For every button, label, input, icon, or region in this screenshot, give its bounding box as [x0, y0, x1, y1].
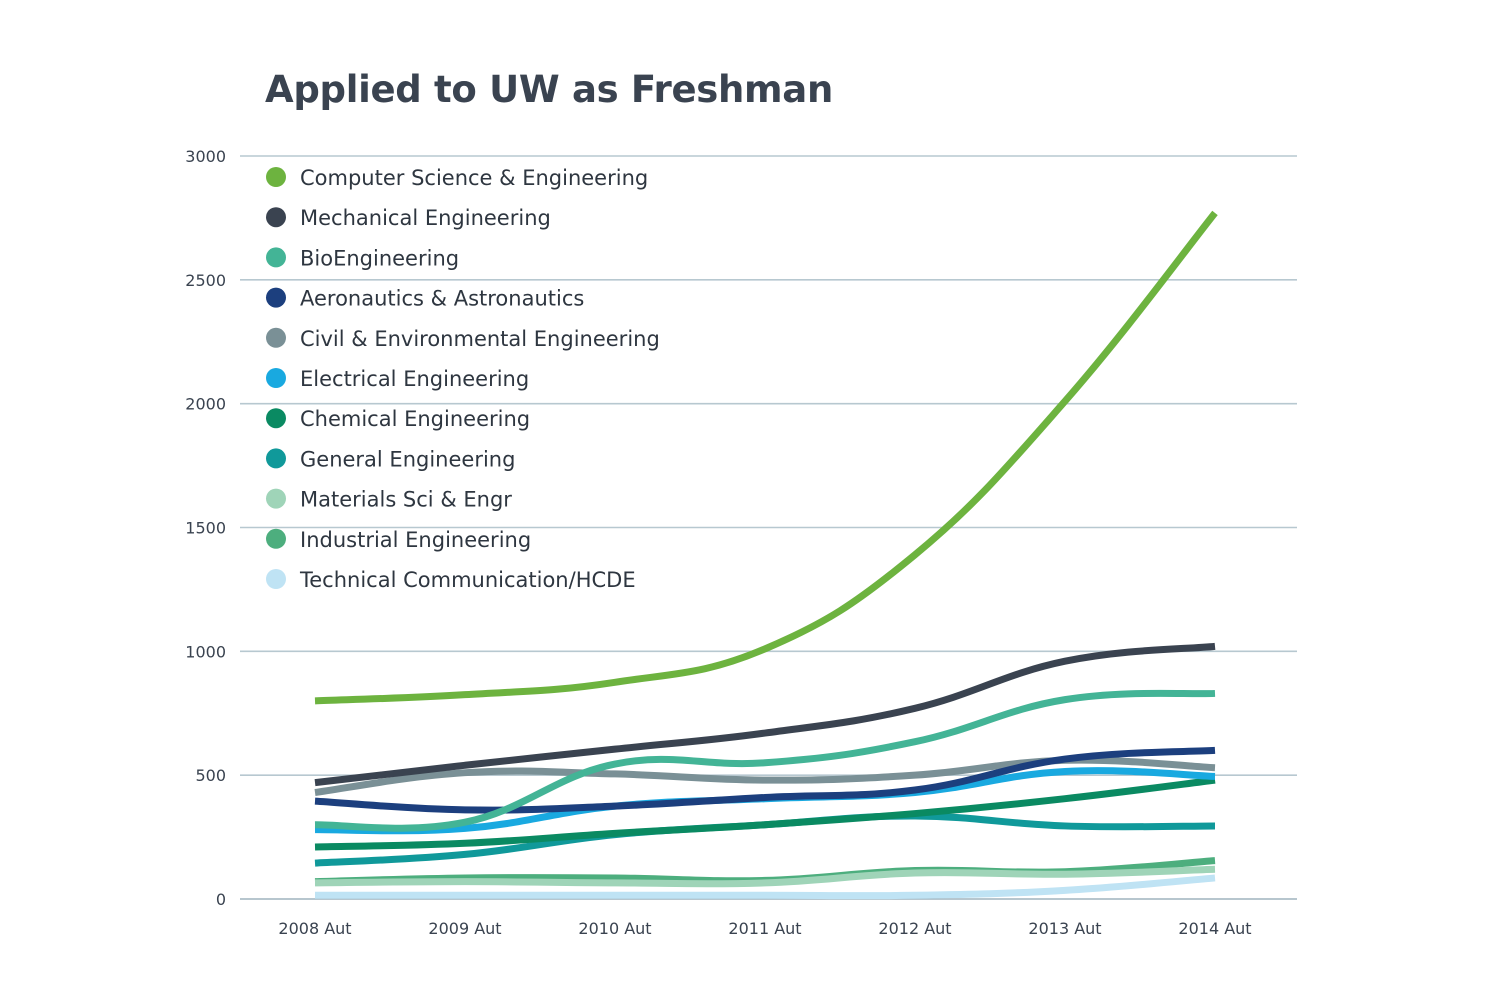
- legend-marker-chemical-engineering: [266, 408, 286, 429]
- legend-label-aeronautics-astronautics: Aeronautics & Astronautics: [300, 287, 584, 311]
- y-tick-label: 2000: [185, 395, 226, 414]
- series-lines: [314, 210, 1218, 900]
- series-line-chemical-engineering: [314, 776, 1216, 851]
- y-tick-label: 0: [216, 890, 226, 909]
- x-tick-label: 2011 Aut: [728, 919, 801, 938]
- y-tick-label: 3000: [185, 147, 226, 166]
- x-tick-label: 2013 Aut: [1028, 919, 1101, 938]
- x-tick-label: 2014 Aut: [1178, 919, 1251, 938]
- series-line-technical-communication-hcde: [314, 874, 1216, 900]
- legend-label-electrical-engineering: Electrical Engineering: [300, 367, 529, 391]
- legend-marker-civil-environmental-engineering: [266, 327, 286, 348]
- legend-label-mechanical-engineering: Mechanical Engineering: [300, 206, 551, 230]
- legend-label-chemical-engineering: Chemical Engineering: [300, 407, 530, 431]
- legend-label-bioengineering: BioEngineering: [300, 246, 459, 270]
- y-tick-label: 500: [195, 766, 226, 785]
- series-line-aeronautics-astronautics: [314, 746, 1216, 814]
- legend-label-materials-sci-engr: Materials Sci & Engr: [300, 488, 512, 512]
- legend-marker-industrial-engineering: [266, 528, 286, 549]
- legend-label-technical-communication-hcde: Technical Communication/HCDE: [299, 568, 636, 592]
- legend-label-general-engineering: General Engineering: [300, 447, 515, 471]
- legend-marker-aeronautics-astronautics: [266, 287, 286, 308]
- legend-marker-bioengineering: [266, 247, 286, 268]
- legend-label-industrial-engineering: Industrial Engineering: [300, 528, 531, 552]
- legend-marker-computer-science-engineering: [266, 167, 286, 187]
- y-tick-label: 2500: [185, 271, 226, 290]
- legend-label-civil-environmental-engineering: Civil & Environmental Engineering: [300, 327, 660, 351]
- x-tick-label: 2010 Aut: [578, 919, 651, 938]
- y-tick-label: 1000: [185, 642, 226, 661]
- legend-marker-general-engineering: [266, 448, 286, 469]
- legend-label-computer-science-engineering: Computer Science & Engineering: [300, 166, 648, 190]
- x-axis: 2008 Aut 2009 Aut 2010 Aut 2011 Aut 2012 Aut…: [278, 919, 1251, 938]
- series-line-bioengineering: [314, 689, 1216, 832]
- legend-marker-electrical-engineering: [266, 368, 286, 388]
- x-tick-label: 2008 Aut: [278, 919, 351, 938]
- chart-title: Applied to UW as Freshman: [265, 68, 834, 111]
- legend-marker-technical-communication-hcde: [266, 569, 286, 589]
- legend: Computer Science & Engineering Mechanical…: [266, 166, 660, 592]
- y-axis: 0 500 1000 1500 2000 2500 3000: [185, 147, 226, 909]
- series-line-materials-sci-engr: [314, 865, 1216, 888]
- x-tick-label: 2012 Aut: [878, 919, 951, 938]
- series-line-mechanical-engineering: [314, 642, 1216, 787]
- legend-marker-mechanical-engineering: [266, 207, 286, 228]
- x-tick-label: 2009 Aut: [428, 919, 501, 938]
- legend-marker-materials-sci-engr: [266, 488, 286, 509]
- y-tick-label: 1500: [185, 519, 226, 538]
- series-line-computer-science-engineering: [314, 210, 1218, 705]
